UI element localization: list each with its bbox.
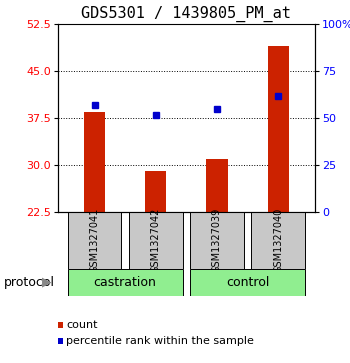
- Bar: [190, 269, 305, 296]
- Text: percentile rank within the sample: percentile rank within the sample: [66, 336, 254, 346]
- Text: GSM1327042: GSM1327042: [151, 208, 161, 273]
- Text: castration: castration: [94, 276, 156, 289]
- Text: GSM1327039: GSM1327039: [212, 208, 222, 273]
- Bar: [84, 112, 105, 212]
- Bar: [206, 159, 228, 212]
- Bar: [145, 171, 167, 212]
- Bar: [68, 269, 183, 296]
- Text: protocol: protocol: [4, 276, 55, 289]
- Bar: [251, 212, 305, 269]
- Bar: [68, 212, 121, 269]
- Bar: [267, 46, 289, 212]
- Text: GSM1327040: GSM1327040: [273, 208, 283, 273]
- Text: count: count: [66, 320, 98, 330]
- Text: GSM1327041: GSM1327041: [90, 208, 99, 273]
- Title: GDS5301 / 1439805_PM_at: GDS5301 / 1439805_PM_at: [82, 6, 291, 22]
- Text: ▶: ▶: [42, 276, 52, 289]
- Bar: [190, 212, 244, 269]
- Text: control: control: [226, 276, 269, 289]
- Bar: [129, 212, 183, 269]
